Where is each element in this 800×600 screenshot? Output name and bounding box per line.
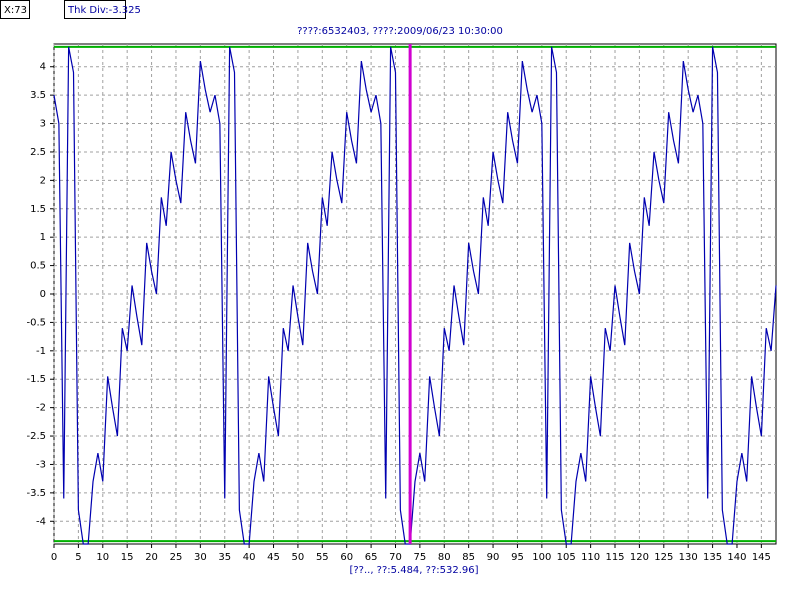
- x-tick-label: 140: [727, 552, 746, 563]
- y-tick-label: -2: [36, 403, 46, 414]
- series-line: [53, 46, 777, 545]
- x-tick-label: 120: [630, 552, 649, 563]
- x-tick-label: 95: [511, 552, 524, 563]
- x-tick-label: 55: [316, 552, 329, 563]
- x-tick-label: 80: [438, 552, 451, 563]
- thickness-box: [64, 0, 126, 19]
- chart-footer: [??.., ??:5.484, ??:532.96]: [349, 565, 478, 576]
- x-tick-label: 30: [194, 552, 207, 563]
- y-tick-label: 0: [40, 289, 46, 300]
- x-tick-label: 135: [703, 552, 722, 563]
- y-tick-label: 1: [40, 232, 46, 243]
- x-tick-label: 5: [75, 552, 81, 563]
- x-tick-label: 10: [96, 552, 109, 563]
- y-tick-label: -4: [36, 516, 46, 527]
- y-tick-label: -3: [36, 459, 46, 470]
- y-tick-label: 3.5: [30, 90, 46, 101]
- x-tick-label: 125: [654, 552, 673, 563]
- x-tick-label: 45: [267, 552, 280, 563]
- x-tick-label: 85: [462, 552, 475, 563]
- x-tick-label: 40: [243, 552, 256, 563]
- x-tick-label: 115: [605, 552, 624, 563]
- cursor-box: [0, 0, 30, 19]
- x-tick-label: 65: [365, 552, 378, 563]
- x-tick-label: 35: [218, 552, 231, 563]
- x-tick-label: 0: [51, 552, 57, 563]
- x-tick-label: 75: [414, 552, 427, 563]
- x-tick-label: 20: [145, 552, 158, 563]
- y-tick-label: 2: [40, 175, 46, 186]
- y-tick-label: -2.5: [26, 431, 46, 442]
- cursor-label: X:73: [4, 5, 27, 16]
- y-tick-label: -3.5: [26, 488, 46, 499]
- y-tick-label: 2.5: [30, 147, 46, 158]
- y-tick-label: -0.5: [26, 317, 46, 328]
- x-tick-label: 90: [487, 552, 500, 563]
- x-tick-label: 15: [121, 552, 134, 563]
- x-tick-label: 25: [170, 552, 183, 563]
- y-tick-label: 1.5: [30, 204, 46, 215]
- y-tick-label: 0.5: [30, 261, 46, 272]
- y-tick-label: 4: [40, 62, 46, 73]
- x-tick-label: 105: [557, 552, 576, 563]
- x-tick-label: 110: [581, 552, 600, 563]
- x-tick-label: 70: [389, 552, 402, 563]
- x-tick-label: 100: [532, 552, 551, 563]
- x-tick-label: 130: [679, 552, 698, 563]
- x-tick-label: 145: [752, 552, 771, 563]
- y-tick-label: -1.5: [26, 374, 46, 385]
- chart-title: ????:6532403, ????:2009/06/23 10:30:00: [297, 26, 503, 37]
- y-tick-label: 3: [40, 119, 46, 130]
- y-tick-label: -1: [36, 346, 46, 357]
- x-tick-label: 50: [292, 552, 305, 563]
- x-tick-label: 60: [340, 552, 353, 563]
- thickness-label: Thk Div:-3.325: [67, 5, 141, 16]
